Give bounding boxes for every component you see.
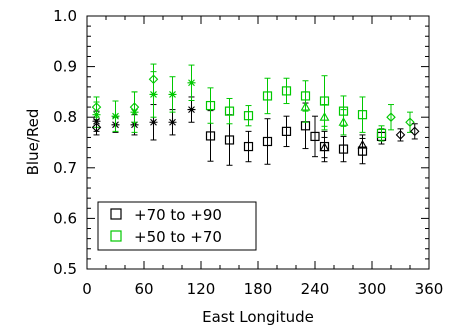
- series-5: [91, 63, 415, 133]
- data-point-triangle: [319, 112, 330, 121]
- x-axis-title: East Longitude: [202, 308, 314, 326]
- x-tick-label: 0: [82, 280, 92, 298]
- series-4: [92, 64, 196, 133]
- y-tick-label: 0.7: [53, 159, 77, 177]
- data-point-square: [338, 144, 349, 154]
- data-point-square: [243, 141, 254, 152]
- data-point-diamond: [405, 117, 415, 128]
- y-tick-label: 0.8: [53, 108, 77, 126]
- data-point-diamond: [386, 112, 396, 122]
- data-point-diamond: [409, 126, 420, 137]
- y-tick-label: 0.9: [53, 58, 77, 76]
- y-tick-label: 0.6: [53, 209, 77, 227]
- series-3: [92, 96, 196, 141]
- legend-marker-series-2: [110, 230, 122, 242]
- data-point-square: [281, 126, 292, 136]
- x-tick-label: 60: [134, 280, 153, 298]
- data-point-square: [205, 131, 216, 141]
- legend-box: [97, 201, 257, 251]
- data-point-square: [205, 100, 216, 111]
- data-point-asterisk: [149, 118, 158, 127]
- legend-label-series-1: +70 to +90: [134, 206, 222, 224]
- series-2: [205, 75, 387, 142]
- data-point-square: [262, 91, 273, 101]
- data-point-diamond: [129, 102, 140, 112]
- data-point-square: [262, 136, 273, 147]
- data-point-square: [224, 106, 235, 116]
- legend-marker-series-1: [110, 208, 122, 220]
- data-point-asterisk: [187, 78, 196, 87]
- x-tick-label: 180: [244, 280, 273, 298]
- data-point-asterisk: [111, 112, 120, 121]
- x-tick-label: 240: [301, 280, 330, 298]
- series-7: [300, 91, 349, 136]
- x-tick-label: 360: [415, 280, 444, 298]
- series-8: [319, 134, 368, 159]
- y-axis-title: Blue/Red: [24, 109, 42, 176]
- data-point-diamond: [91, 102, 102, 112]
- y-tick-label: 1.0: [53, 7, 77, 25]
- data-point-square: [357, 110, 368, 120]
- data-point-triangle: [357, 139, 368, 149]
- data-point-diamond: [395, 130, 406, 140]
- series-6: [91, 119, 420, 142]
- data-point-asterisk: [168, 90, 177, 99]
- x-tick-label: 300: [358, 280, 387, 298]
- legend-label-series-2: +50 to +70: [134, 228, 222, 246]
- data-point-triangle: [319, 142, 330, 152]
- x-tick-label: 120: [187, 280, 216, 298]
- legend: +70 to +90 +50 to +70: [97, 201, 257, 251]
- data-marks: [91, 63, 420, 166]
- data-point-triangle: [338, 117, 349, 126]
- data-point-asterisk: [187, 105, 196, 114]
- data-point-square: [376, 128, 387, 138]
- axis-ticks: 0 60 120 180 240 300 360 0.5 0.6 0.7 0.8 0.9 1.0: [53, 7, 443, 298]
- y-tick-label: 0.5: [53, 260, 77, 278]
- data-point-square: [310, 131, 320, 142]
- data-point-square: [243, 111, 254, 121]
- data-point-asterisk: [168, 118, 177, 127]
- data-point-square: [224, 135, 235, 145]
- data-point-square: [281, 86, 292, 96]
- data-point-diamond: [148, 74, 159, 85]
- data-point-triangle: [300, 101, 311, 111]
- data-point-diamond: [91, 122, 102, 133]
